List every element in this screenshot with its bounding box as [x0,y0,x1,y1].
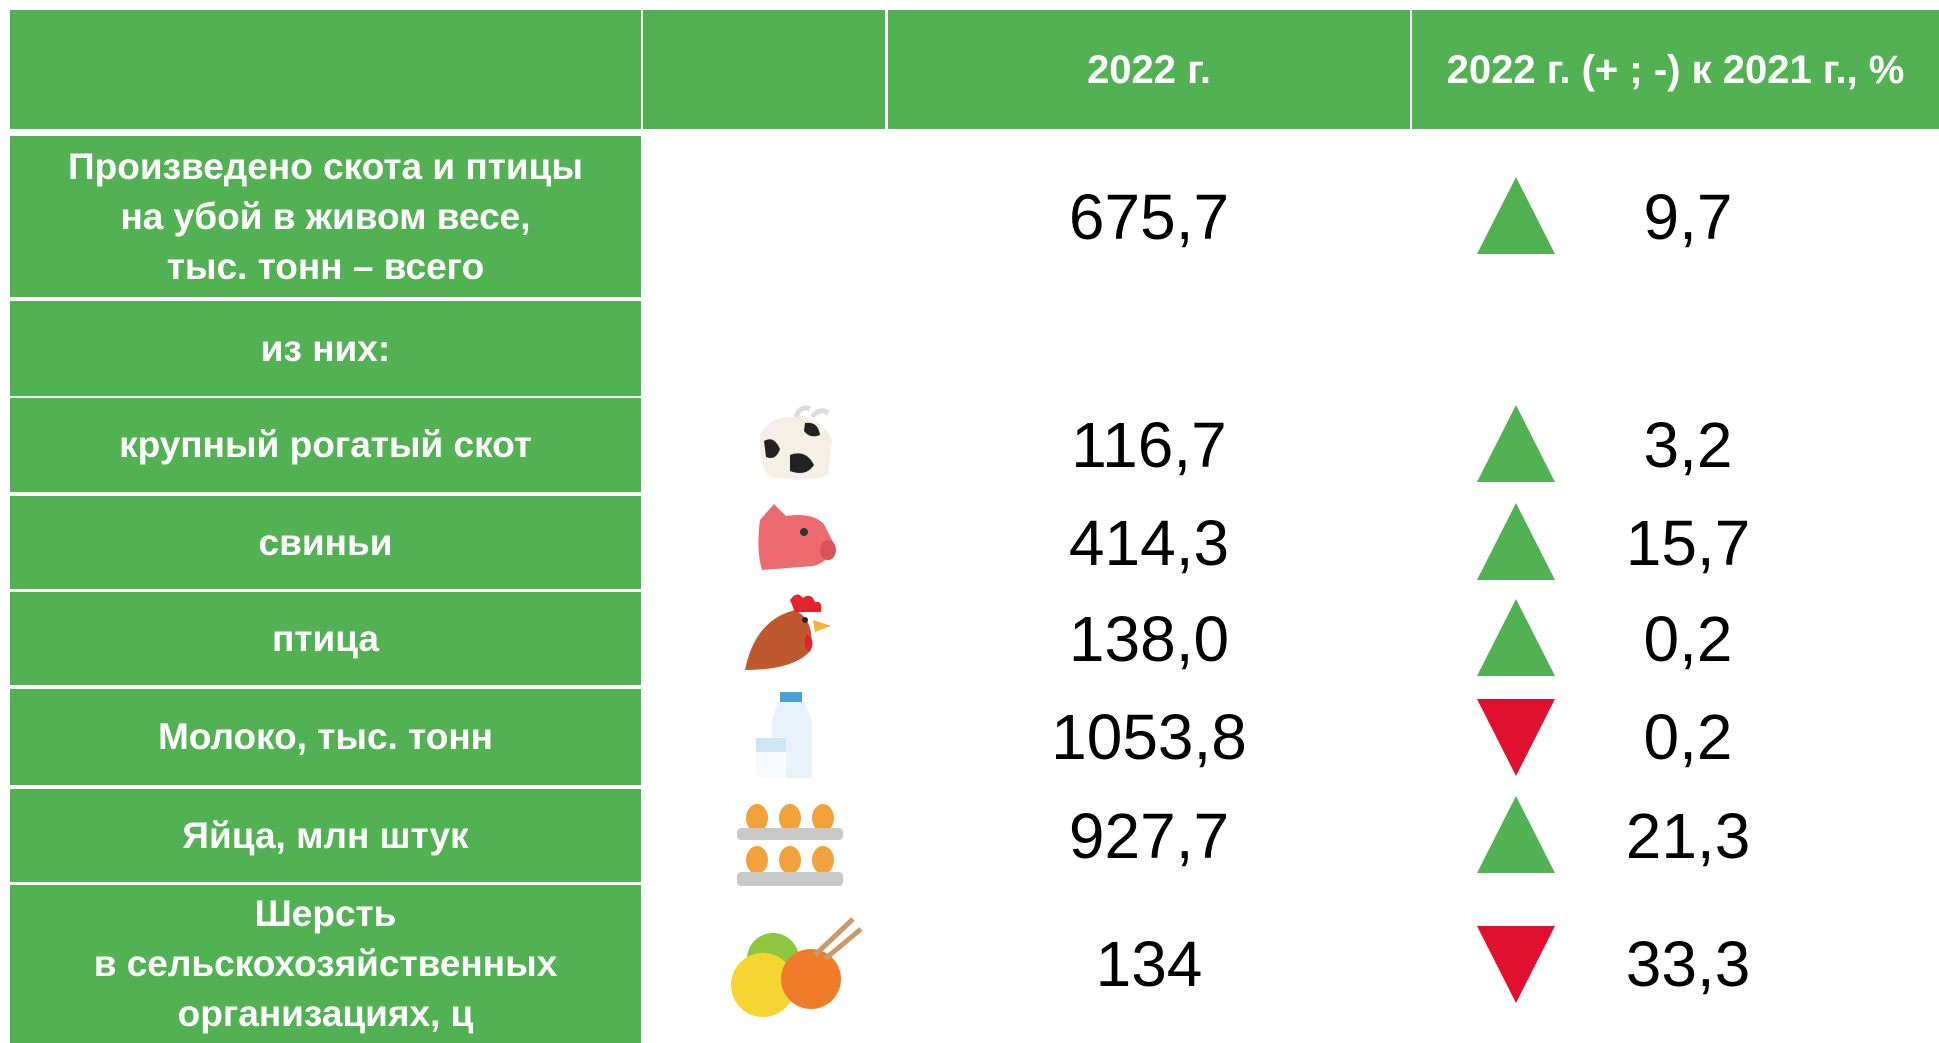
wool-icon [731,917,863,1017]
cow-icon [759,405,832,480]
row-change: 9,7 [1643,180,1733,253]
row-label: Шерсть в сельскохозяйственных организаци… [10,885,641,1043]
pig-icon [758,504,836,570]
row-change: 33,3 [1625,928,1751,1000]
row-label: свиньи [10,496,641,589]
eggs-icon [737,804,843,886]
trend-down [1477,699,1555,776]
row-value: 134 [1095,928,1203,1000]
row-label: Молоко, тыс. тонн [10,689,641,785]
row-label: Произведено скота и птицы на убой в живо… [10,136,641,297]
row-value: 414,3 [1068,506,1230,579]
row-change: 0,2 [1643,701,1733,773]
header-year: 2022 г. [888,10,1410,129]
row-value: 1053,8 [1051,701,1247,773]
trend-up [1477,502,1555,580]
row-label: птица [10,592,641,685]
trend-up [1477,176,1555,254]
row-label: Яйца, млн штук [10,789,641,882]
chicken-icon [745,594,831,670]
header-cell [643,10,885,129]
row-change: 3,2 [1643,409,1733,481]
row-label: из них: [10,301,641,396]
trend-down [1477,926,1555,1003]
trend-up [1477,598,1555,676]
row-change: 15,7 [1625,506,1751,579]
row-change: 21,3 [1625,799,1751,872]
trend-up [1477,405,1555,482]
row-value: 675,7 [1068,180,1230,253]
row-label: крупный рогатый скот [10,398,641,492]
row-change: 0,2 [1643,602,1733,675]
row-value: 116,7 [1071,409,1227,481]
row-value: 138,0 [1068,602,1230,675]
header-cell [10,10,641,129]
row-value: 927,7 [1068,799,1230,872]
milk-icon [756,692,812,778]
header-change: 2022 г. (+ ; -) к 2021 г., % [1412,10,1939,129]
trend-up [1477,795,1555,873]
